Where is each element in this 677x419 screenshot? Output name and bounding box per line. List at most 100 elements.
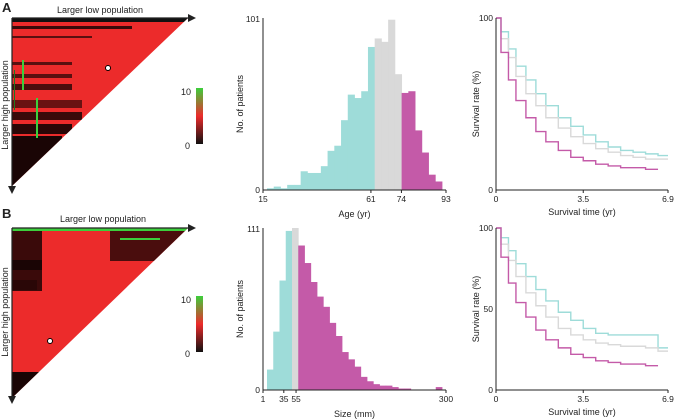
size-bar [273,331,280,390]
heatmap-b-band [12,280,37,290]
age-bar [361,91,369,190]
age-ytick-label: 0 [255,185,260,195]
age-bar [415,130,423,190]
age-bar [394,74,403,190]
age-bar [354,98,362,190]
age-xtick-label: 93 [441,194,451,204]
size-bar [298,245,305,390]
arrow-right-icon [188,14,196,22]
age-bar [408,91,416,190]
size-survival-ytick-label: 100 [479,223,493,233]
size-bar [404,388,412,390]
heatmap-a-band [12,124,72,134]
size-survival-chart: 100 50 00 3.5 6.9 Survival time (yr) Survival … [471,223,674,417]
age-bar [293,184,302,190]
size-survival-xtick-label: 3.5 [577,394,589,404]
age-bar [314,172,322,190]
age-bar [327,150,335,190]
heatmap-a-band [12,36,92,38]
size-survival-xtick-label: 6.9 [662,394,674,404]
age-bar [287,184,295,190]
size-histogram: 111 01 35 55 300 Size (mm) No. of patients [235,224,453,419]
age-survival-xtick-label: 3.5 [577,194,589,204]
heatmap-a-band [12,26,132,29]
age-survival-ylabel: Survival rate (%) [471,71,481,138]
size-bar [354,366,362,390]
heatmap-b-band [12,260,42,270]
size-survival-ytick-label: 50 [484,304,494,314]
age-bar [273,186,281,190]
heatmap-b-band [12,372,42,398]
heatmap-a-band [12,62,72,65]
heatmap-a-band [12,100,82,108]
size-bar [348,359,355,390]
size-bar [367,381,374,390]
age-xtick-label: 61 [366,194,376,204]
age-bar [300,171,308,190]
age-bar [341,120,349,190]
size-survival-ylabel: Survival rate (%) [471,276,481,343]
age-ytick-label: 101 [246,14,260,24]
panel-label-b: B [2,206,11,221]
size-bar [323,306,330,390]
size-bar [435,387,443,390]
size-survival-series-low [496,227,668,349]
heatmap-b-band [12,228,188,231]
age-bar [347,94,355,190]
heatmap-a-band [12,18,188,22]
size-survival-ytick-label: 0 [488,385,493,395]
heatmap-a-band [14,70,15,110]
size-survival-xlabel: Survival time (yr) [548,407,616,417]
size-ytick-label: 111 [247,224,260,234]
heatmap-a-marker [105,65,111,71]
heatmap-b-band [120,238,160,240]
heatmap-a-band [12,136,62,186]
size-xtick-label: 55 [291,394,301,404]
heatmap-b-ylabel: Larger high population [0,267,10,357]
size-bar [285,230,293,390]
panel-label-a: A [2,0,12,15]
heatmap-b: Larger low population Larger high popula… [0,214,196,404]
size-survival-series-middle [496,227,668,352]
arrow-down-icon [8,186,16,194]
colorscale-b-bar [196,296,203,352]
age-survival-series-middle [496,17,668,160]
size-bar [310,282,318,390]
size-xtick-label: 35 [279,394,289,404]
heatmap-a-xlabel: Larger low population [57,5,143,15]
size-xtick-label: 1 [261,394,266,404]
age-xlabel: Age (yr) [338,209,370,219]
heatmap-b-band [110,231,185,261]
size-survival-xtick-label: 0 [494,394,499,404]
colorscale-a-max: 10 [181,87,191,97]
age-survival-xtick-label: 6.9 [662,194,674,204]
age-survival-xtick-label: 0 [494,194,499,204]
size-bar [373,384,380,390]
size-bar [379,385,387,390]
size-bar [342,352,349,390]
size-bar [304,263,312,390]
size-bar [292,228,299,390]
arrow-right-icon [188,224,196,232]
age-bar [435,181,443,190]
heatmap-b-xlabel: Larger low population [60,214,146,224]
age-survival-series-high [496,17,659,171]
size-ylabel: No. of patients [235,279,245,338]
age-bar [381,41,389,190]
age-bar [401,92,409,190]
age-xtick-label: 15 [258,194,268,204]
age-bar [280,188,288,190]
age-bar [374,38,382,191]
heatmap-a-band [22,60,24,90]
age-ylabel: No. of patients [235,74,245,133]
size-bar [360,376,368,390]
size-bar [317,296,324,390]
age-survival-ytick-label: 100 [479,13,493,23]
size-bar [335,336,343,390]
age-survival-series-low [496,17,668,157]
colorscale-b: 10 0 [181,295,203,359]
size-bar [398,388,405,390]
age-bar [388,19,396,190]
age-survival-xlabel: Survival time (yr) [548,207,616,217]
size-survival-series-high [496,227,659,367]
